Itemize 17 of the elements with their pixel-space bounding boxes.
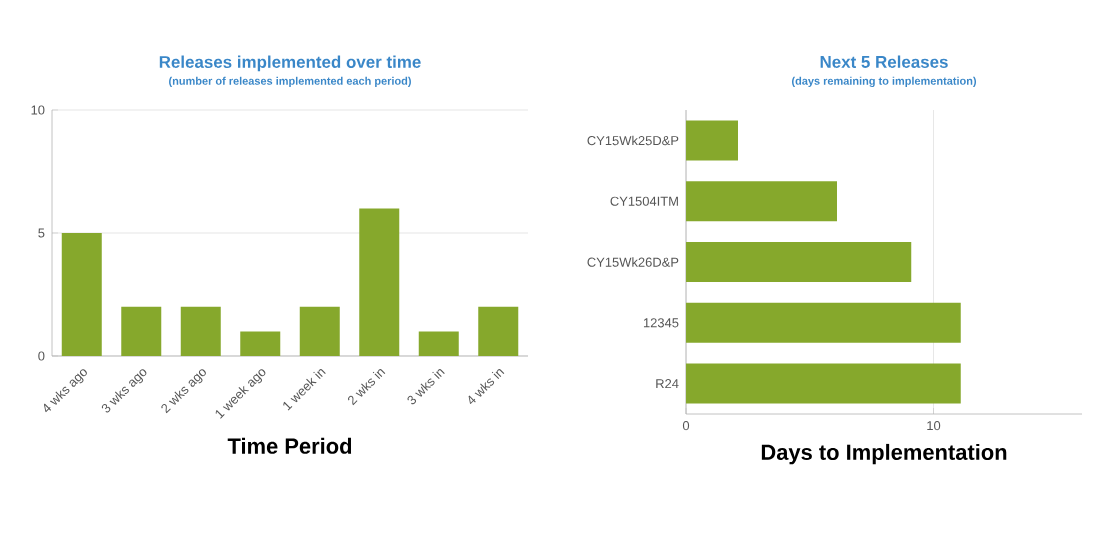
bar <box>359 208 400 356</box>
bar <box>418 331 459 356</box>
bar <box>299 306 340 356</box>
bar <box>686 181 837 222</box>
bar <box>686 120 738 161</box>
bar <box>686 363 961 404</box>
x-axis-title: Days to Implementation <box>761 443 1007 465</box>
x-axis-title: Time Period <box>227 437 352 454</box>
bar <box>121 306 162 356</box>
chart-title: Releases implemented over time <box>159 55 421 72</box>
bar <box>686 302 961 343</box>
bar <box>478 306 519 356</box>
bar <box>686 242 912 283</box>
bar <box>180 306 221 356</box>
bar <box>61 233 102 356</box>
chart-title: Next 5 Releases <box>820 55 948 68</box>
bar <box>240 331 281 356</box>
